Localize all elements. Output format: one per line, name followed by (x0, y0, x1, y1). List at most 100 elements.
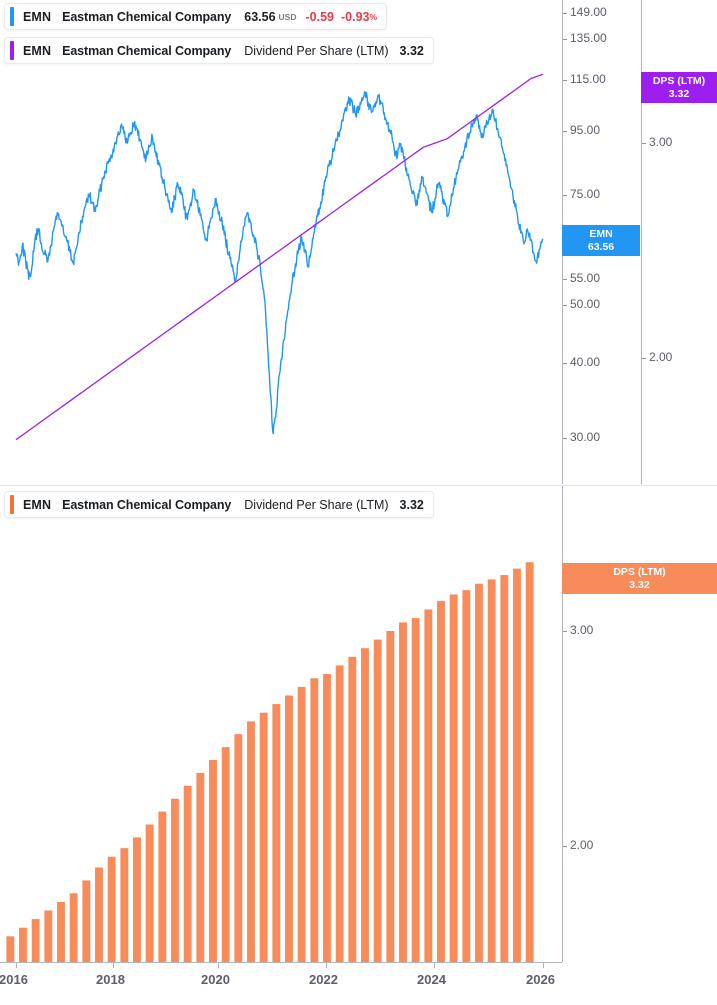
dps-bar[interactable] (69, 893, 78, 962)
price-badge-value: 63.56 (587, 240, 615, 253)
dps-badge-label-bottom: DPS (LTM) (613, 566, 666, 579)
dps-bar[interactable] (234, 734, 243, 962)
axis-tick-mark (563, 80, 567, 81)
dps-bar[interactable] (487, 579, 496, 962)
dps-line-overlay (15, 73, 544, 441)
legend-price-change-pct: -0.93 (341, 9, 370, 24)
legend-price-company: Eastman Chemical Company (62, 9, 232, 24)
dps-bar[interactable] (171, 798, 179, 962)
dps-bar[interactable] (285, 695, 293, 963)
x-axis-tick-label: 2024 (417, 972, 446, 987)
dps-bar[interactable] (424, 609, 433, 963)
dps-bar[interactable] (323, 674, 331, 962)
x-axis-tick-mark (218, 963, 219, 968)
dps-bar[interactable] (19, 927, 27, 962)
dps-plot-area[interactable] (0, 486, 562, 962)
dps-axis-line-top (641, 0, 642, 484)
legend-price-color-swatch (10, 7, 14, 26)
dps-bar[interactable] (500, 575, 509, 962)
dps-bar[interactable] (513, 568, 521, 962)
axis-tick-label: 55.00 (570, 271, 601, 285)
x-axis-tick-label: 2018 (96, 972, 125, 987)
dps-bar[interactable] (82, 880, 91, 962)
axis-tick-label: 95.00 (570, 123, 601, 137)
x-axis-tick-mark (434, 963, 435, 968)
legend-dps-top-company: Eastman Chemical Company (62, 43, 232, 58)
dps-badge-label-top: DPS (LTM) (652, 75, 706, 88)
axis-tick-label: 135.00 (570, 31, 607, 45)
axis-tick-mark (563, 131, 567, 132)
dps-axis-line-bottom (562, 486, 563, 962)
dps-bar[interactable] (411, 618, 420, 962)
x-axis-tick-mark (326, 963, 327, 968)
dps-value-badge-bottom[interactable]: DPS (LTM) 3.32 (562, 563, 717, 594)
legend-dps-bottom[interactable]: EMN Eastman Chemical Company Dividend Pe… (4, 491, 434, 518)
dps-bar[interactable] (221, 747, 230, 962)
legend-dps-bottom-value: 3.32 (399, 497, 424, 512)
dps-badge-value-bottom: 3.32 (629, 578, 650, 591)
axis-tick-label: 2.00 (570, 838, 594, 852)
dps-bar[interactable] (31, 919, 40, 962)
dps-bar[interactable] (6, 936, 15, 962)
price-plot-area[interactable] (0, 0, 562, 484)
axis-tick-mark (642, 358, 646, 359)
legend-dps-top-color-swatch (10, 41, 14, 60)
dps-bar[interactable] (183, 785, 192, 962)
dps-bar[interactable] (348, 656, 357, 962)
axis-tick-label: 40.00 (570, 355, 601, 369)
price-value-badge[interactable]: EMN 63.56 (562, 225, 640, 256)
dps-bar[interactable] (259, 712, 268, 962)
panel-divider[interactable] (0, 485, 717, 486)
legend-dps-top-ticker: EMN (23, 43, 52, 58)
dps-bar[interactable] (310, 678, 319, 962)
dps-bar[interactable] (437, 600, 445, 962)
dps-bar[interactable] (297, 686, 306, 962)
dps-bar[interactable] (158, 811, 167, 962)
axis-tick-label: 3.00 (649, 135, 673, 149)
dps-bar[interactable] (272, 704, 281, 962)
x-axis-tick-label: 2016 (0, 972, 28, 987)
price-badge-label: EMN (589, 228, 613, 241)
x-axis-line (0, 962, 562, 963)
dps-bar[interactable] (145, 824, 154, 963)
dps-bar[interactable] (335, 665, 344, 962)
dps-bar[interactable] (57, 901, 65, 962)
x-axis-tick-mark (543, 963, 544, 968)
legend-dps-bottom-ticker: EMN (23, 497, 52, 512)
dps-chart-panel: 3.00 2.00 2016 2018 2020 2022 2024 2026 DPS (L… (0, 486, 717, 1005)
axis-tick-label: 115.00 (570, 72, 606, 86)
axis-tick-label: 3.00 (570, 623, 594, 637)
dps-bar[interactable] (196, 772, 205, 962)
dps-bar[interactable] (475, 583, 483, 962)
axis-tick-mark (563, 363, 567, 364)
dps-bar[interactable] (95, 867, 103, 963)
dps-bar[interactable] (133, 837, 141, 962)
dps-bar[interactable] (107, 856, 116, 962)
axis-tick-mark (563, 438, 567, 439)
legend-dps-top[interactable]: EMN Eastman Chemical Company Dividend Pe… (4, 37, 434, 64)
price-line (15, 91, 544, 435)
dps-value-badge-top[interactable]: DPS (LTM) 3.32 (641, 72, 717, 103)
dps-bar[interactable] (399, 622, 407, 962)
x-axis-tick-label: 2026 (526, 972, 555, 987)
dps-bar[interactable] (361, 648, 369, 962)
dps-bar[interactable] (247, 721, 255, 962)
x-axis-tick-label: 2020 (201, 972, 230, 987)
dps-bar[interactable] (373, 639, 382, 962)
axis-tick-mark (563, 195, 567, 196)
dps-badge-value-top: 3.32 (668, 87, 690, 100)
legend-dps-bottom-company: Eastman Chemical Company (62, 497, 232, 512)
dps-bar[interactable] (462, 590, 471, 962)
dps-bar[interactable] (209, 760, 217, 962)
dps-bar[interactable] (44, 910, 53, 963)
axis-tick-label: 2.00 (649, 350, 673, 364)
axis-tick-label: 30.00 (570, 430, 601, 444)
dps-bar[interactable] (525, 562, 534, 962)
dps-bar[interactable] (120, 848, 129, 962)
x-axis-tick-mark (113, 963, 114, 968)
price-chart-panel: 149.00 135.00 115.00 95.00 75.00 55.00 50.00 40… (0, 0, 717, 485)
dps-bar[interactable] (386, 631, 395, 962)
legend-dps-bottom-metric: Dividend Per Share (LTM) (244, 497, 389, 512)
dps-bar[interactable] (449, 594, 458, 962)
legend-price[interactable]: EMN Eastman Chemical Company 63.56 USD -… (4, 3, 388, 30)
